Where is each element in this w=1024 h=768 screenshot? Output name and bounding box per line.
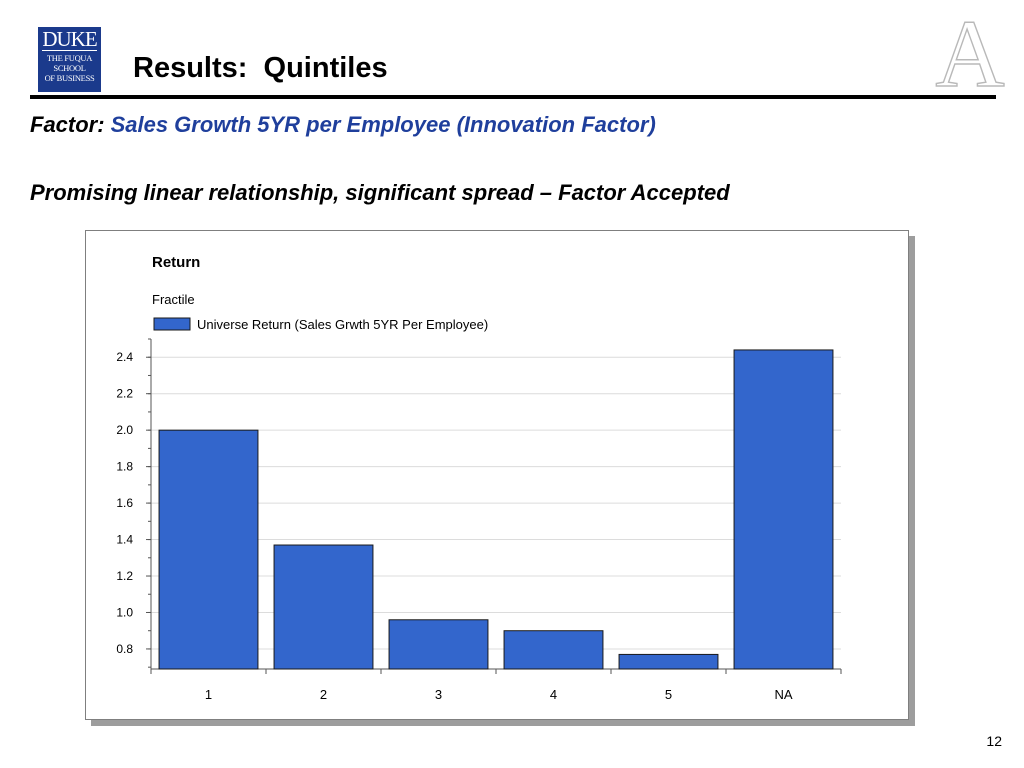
y-tick-label: 2.2 (116, 387, 133, 401)
y-tick-label: 1.2 (116, 569, 133, 583)
x-tick-label: NA (774, 687, 792, 702)
y-tick-label: 1.4 (116, 533, 133, 547)
logo-line-2: THE FUQUA (46, 53, 93, 63)
svg-text:A: A (935, 2, 1004, 92)
x-tick-label: 3 (435, 687, 442, 702)
logo-line-3: SCHOOL (53, 63, 86, 73)
title-rule (30, 95, 996, 99)
y-tick-label: 1.8 (116, 460, 133, 474)
legend-swatch (153, 317, 191, 331)
factor-label: Factor: (30, 112, 105, 137)
factor-value: Sales Growth 5YR per Employee (Innovatio… (110, 112, 656, 137)
slide-title: Results: Quintiles (133, 52, 388, 84)
bar (618, 653, 719, 670)
slide-subtitle: Promising linear relationship, significa… (30, 180, 730, 205)
y-tick-label: 0.8 (116, 642, 133, 656)
x-tick-label: 2 (320, 687, 327, 702)
x-tick-label: 5 (665, 687, 672, 702)
bar (273, 544, 374, 670)
bar (733, 349, 834, 670)
bar (388, 619, 489, 670)
logo-duke: DUKE (42, 27, 98, 51)
bar (503, 630, 604, 670)
chart-title: Return (152, 254, 200, 271)
y-tick-label: 2.0 (116, 423, 133, 437)
x-tick-label: 1 (205, 687, 212, 702)
monogram-a-watermark: A (935, 2, 1006, 92)
y-tick-label: 1.0 (116, 605, 133, 619)
bar (158, 429, 259, 670)
chart-panel: Return Fractile Universe Return (Sales Grw… (85, 230, 909, 720)
y-tick-label: 1.6 (116, 496, 133, 510)
x-tick-label: 4 (550, 687, 557, 702)
factor-line: Factor: Sales Growth 5YR per Employee (In… (30, 112, 656, 138)
logo-line-4: OF BUSINESS (44, 73, 95, 83)
legend-title: Fractile (152, 292, 195, 307)
page-number: 12 (986, 733, 1002, 749)
duke-fuqua-logo: DUKE THE FUQUA SCHOOL OF BUSINESS (38, 27, 101, 92)
y-tick-label: 2.4 (116, 350, 133, 364)
legend-entry: Universe Return (Sales Grwth 5YR Per Emp… (197, 317, 488, 332)
